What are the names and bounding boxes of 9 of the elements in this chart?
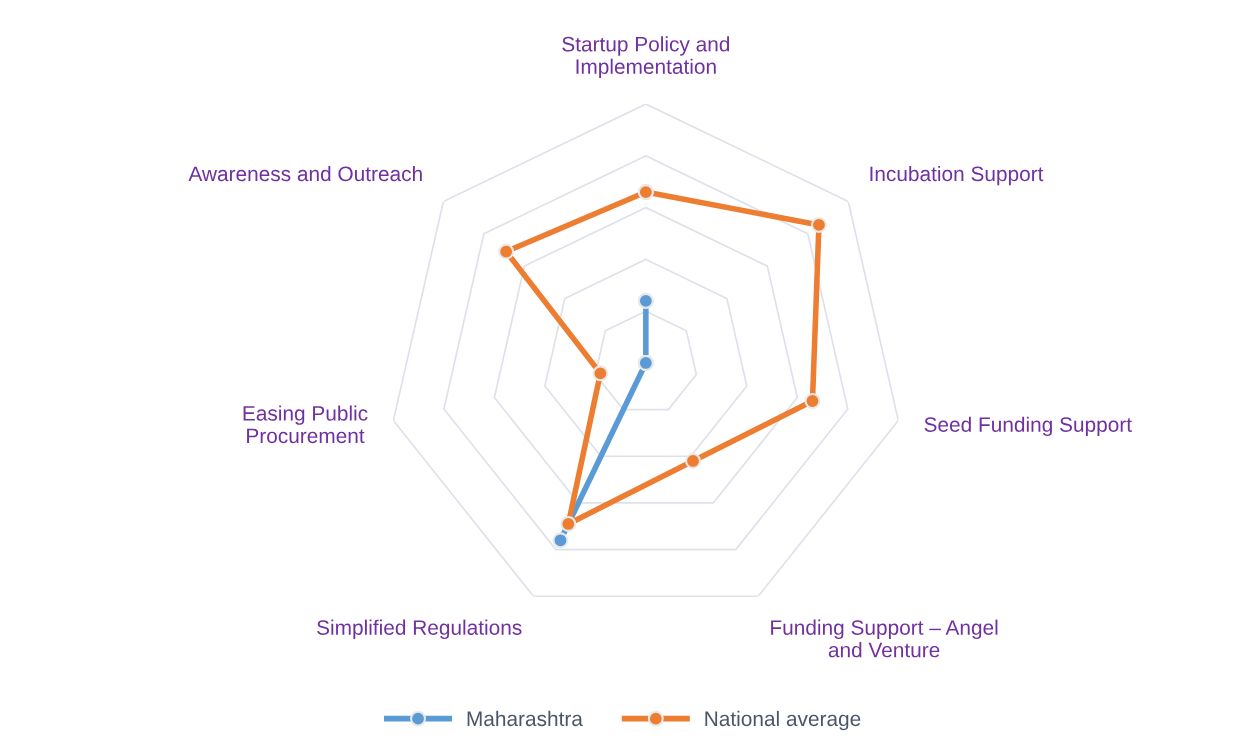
legend-label: National average bbox=[705, 710, 861, 731]
spoke-label: Incubation Support bbox=[870, 165, 1044, 186]
spoke-label: Startup Policy and Implementation bbox=[562, 36, 730, 79]
spoke-label: Funding Support – Angel and Venture bbox=[771, 619, 998, 658]
spoke-label: Easing Public Procurement bbox=[243, 405, 368, 444]
spoke-label: Simplified Regulations bbox=[317, 619, 522, 640]
spoke-label: Awareness and Outreach bbox=[188, 165, 422, 182]
legend-label: Maharashtra bbox=[467, 710, 583, 727]
spoke-label: Seed Funding Support bbox=[924, 416, 1132, 437]
